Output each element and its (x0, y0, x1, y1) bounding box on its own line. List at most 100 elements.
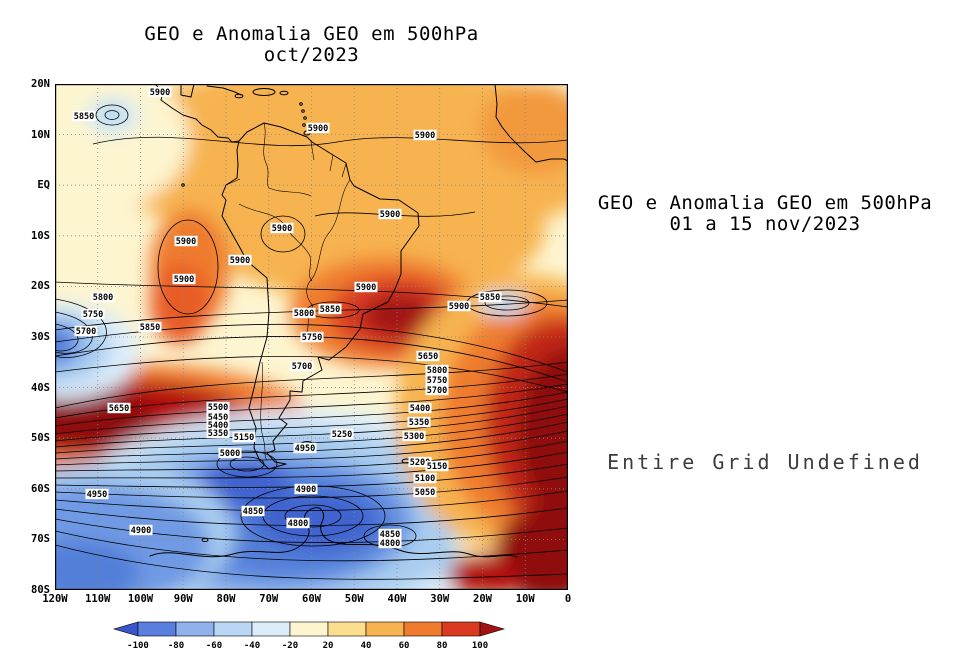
svg-text:4850: 4850 (380, 530, 400, 540)
main-chart-title: GEO e Anomalia GEO em 500hPa oct/2023 (55, 24, 568, 66)
y-tick-label: EQ (37, 179, 50, 192)
colorbar-segment (327, 621, 367, 637)
side-title-line2: 01 a 15 nov/2023 (669, 213, 861, 235)
antilles-island (301, 109, 305, 113)
contour-label: 5450 (206, 411, 230, 423)
colorbar-tick-label: 60 (399, 641, 410, 651)
svg-text:5700: 5700 (292, 362, 312, 372)
svg-text:5450: 5450 (208, 413, 228, 423)
anomaly-map: 5900 5850 5900 5900 5900 5900 5900 5900 5900 5900… (55, 84, 568, 590)
colorbar-segment (403, 621, 443, 637)
svg-text:5700: 5700 (76, 327, 96, 337)
colorbar-tick-label: -40 (244, 641, 260, 651)
svg-text:5800: 5800 (93, 293, 113, 303)
hispaniola-island (252, 88, 276, 96)
svg-text:5900: 5900 (272, 224, 292, 234)
svg-text:4950: 4950 (295, 444, 315, 454)
anomaly-shading (55, 84, 568, 590)
side-title-line1: GEO e Anomalia GEO em 500hPa (597, 192, 933, 214)
contour-value-labels: 5900 5850 5900 5900 5900 5900 5900 5900 5900 5900… (72, 86, 502, 549)
svg-text:4950: 4950 (87, 490, 107, 500)
contour-label: 4950 (293, 442, 317, 454)
svg-text:5650: 5650 (418, 352, 438, 362)
undefined-grid-message: Entire Grid Undefined (607, 450, 923, 474)
contour-label: 5900 (378, 208, 402, 220)
colorbar-segment (441, 621, 481, 637)
contour-label: 5900 (306, 122, 330, 134)
x-tick-label: 40W (387, 593, 407, 605)
svg-text:5900: 5900 (415, 131, 435, 141)
contour-label: 5750 (81, 308, 105, 320)
svg-text:4850: 4850 (243, 507, 263, 517)
height-contours (55, 104, 568, 580)
y-tick-label: 40S (31, 381, 50, 394)
svg-text:5750: 5750 (427, 376, 447, 386)
y-tick-label: 50S (31, 432, 50, 445)
svg-text:5850: 5850 (480, 293, 500, 303)
contour-label: 5700 (425, 384, 449, 396)
colorbar-segment (251, 621, 291, 637)
cuba-coast (206, 85, 242, 96)
contour-label: 5150 (425, 460, 449, 472)
contour-label: 5350 (407, 416, 431, 428)
x-tick-label: 80W (216, 593, 236, 605)
puerto-rico-island (279, 90, 289, 96)
colorbar-segment (175, 621, 215, 637)
contour-label: 5850 (318, 303, 342, 315)
svg-text:5800: 5800 (294, 309, 314, 319)
x-tick-label: 100W (127, 593, 154, 605)
colorbar-tick-label: -20 (282, 641, 298, 651)
svg-text:4900: 4900 (296, 485, 316, 495)
svg-text:5200: 5200 (410, 458, 430, 468)
south-america-coast (221, 122, 420, 470)
contour-label: 4900 (129, 524, 153, 536)
svg-text:5900: 5900 (308, 124, 328, 134)
contour-label: 5350 (206, 427, 230, 439)
colorbar-segment (213, 621, 253, 637)
svg-text:4800: 4800 (288, 519, 308, 529)
contour-label: 5800 (425, 364, 449, 376)
contour-label: 5900 (172, 273, 196, 285)
svg-text:5650: 5650 (109, 404, 129, 414)
contour-label: 5900 (148, 86, 172, 98)
colorbar-arrow-right (479, 621, 506, 637)
svg-text:5750: 5750 (302, 333, 322, 343)
contour-label: 5750 (425, 374, 449, 386)
contour-label: 5000 (218, 447, 242, 459)
main-title-line2: oct/2023 (263, 44, 360, 66)
svg-text:4900: 4900 (131, 526, 151, 536)
contour-label: 5700 (290, 360, 314, 372)
x-tick-label: 120W (42, 593, 68, 605)
y-tick-label: 80S (31, 584, 50, 596)
contour-label: 4950 (85, 488, 109, 500)
contour-label: 5300 (402, 430, 426, 442)
svg-text:5350: 5350 (409, 418, 429, 428)
antilles-island (299, 102, 303, 106)
contour-label: 5800 (91, 291, 115, 303)
colorbar-tick-label: 40 (361, 641, 372, 651)
svg-text:5050: 5050 (415, 488, 435, 498)
svg-text:5400: 5400 (208, 421, 228, 431)
colorbar-tick-label: 100 (472, 641, 488, 651)
svg-text:5850: 5850 (320, 305, 340, 315)
y-tick-label: 70S (31, 533, 50, 546)
contour-label: 5150 (232, 431, 256, 443)
contour-label: 5100 (413, 472, 437, 484)
antilles-island (303, 116, 307, 120)
svg-text:4800: 4800 (380, 539, 400, 549)
contour-label: 5900 (413, 129, 437, 141)
x-tick-label: 110W (85, 593, 111, 605)
svg-text:5850: 5850 (140, 323, 160, 333)
svg-text:5150: 5150 (427, 462, 447, 472)
grid-lines (55, 84, 568, 590)
contour-label: 5250 (330, 428, 354, 440)
svg-text:5300: 5300 (404, 432, 424, 442)
contour-label: 5700 (74, 325, 98, 337)
contour-label: 5900 (174, 235, 198, 247)
colorbar-segment (137, 621, 177, 637)
colorbar-tick-label: -100 (127, 641, 149, 651)
x-tick-label: 20W (473, 593, 492, 605)
svg-text:5900: 5900 (176, 237, 196, 247)
contour-label: 4800 (378, 537, 402, 549)
